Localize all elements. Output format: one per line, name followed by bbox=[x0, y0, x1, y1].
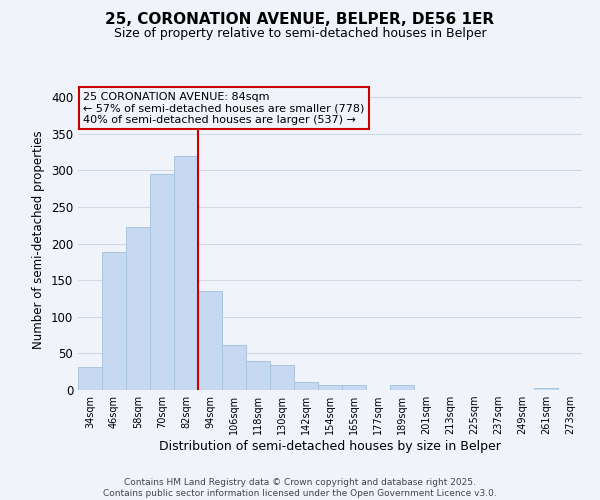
X-axis label: Distribution of semi-detached houses by size in Belper: Distribution of semi-detached houses by … bbox=[159, 440, 501, 453]
Bar bbox=[318, 385, 342, 390]
Y-axis label: Number of semi-detached properties: Number of semi-detached properties bbox=[32, 130, 46, 350]
Bar bbox=[270, 365, 294, 390]
Bar bbox=[150, 174, 174, 390]
Bar bbox=[294, 382, 318, 390]
Bar bbox=[222, 344, 246, 390]
Text: Contains HM Land Registry data © Crown copyright and database right 2025.
Contai: Contains HM Land Registry data © Crown c… bbox=[103, 478, 497, 498]
Bar bbox=[102, 252, 126, 390]
Text: 25 CORONATION AVENUE: 84sqm
← 57% of semi-detached houses are smaller (778)
40% : 25 CORONATION AVENUE: 84sqm ← 57% of sem… bbox=[83, 92, 364, 124]
Bar bbox=[126, 227, 150, 390]
Text: Size of property relative to semi-detached houses in Belper: Size of property relative to semi-detach… bbox=[113, 28, 487, 40]
Bar bbox=[390, 385, 414, 390]
Bar bbox=[342, 385, 366, 390]
Bar bbox=[246, 360, 270, 390]
Bar bbox=[534, 388, 558, 390]
Text: 25, CORONATION AVENUE, BELPER, DE56 1ER: 25, CORONATION AVENUE, BELPER, DE56 1ER bbox=[106, 12, 494, 28]
Bar bbox=[198, 291, 222, 390]
Bar bbox=[174, 156, 198, 390]
Bar bbox=[78, 366, 102, 390]
